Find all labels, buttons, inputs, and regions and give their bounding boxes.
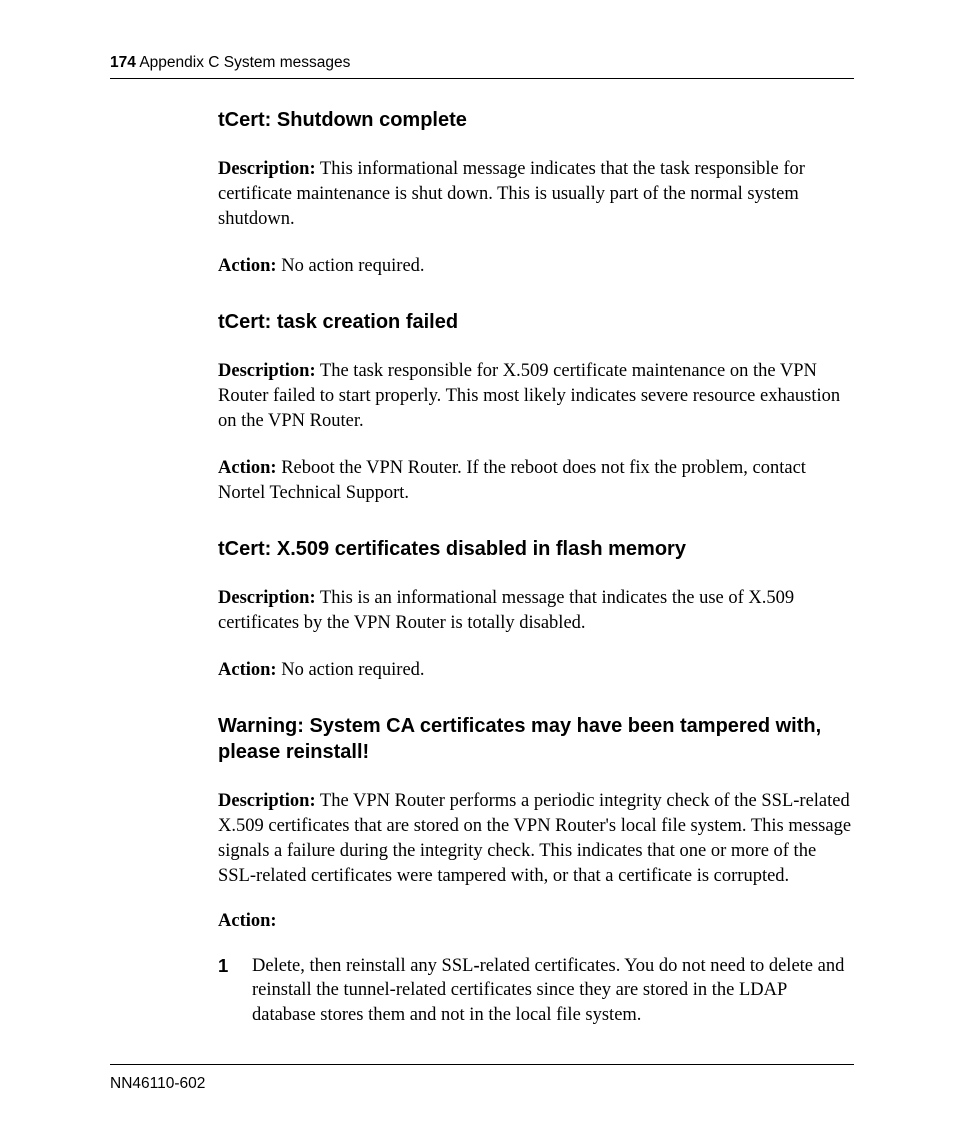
action-label: Action: bbox=[218, 256, 277, 276]
document-page: 174 Appendix C System messages tCert: Sh… bbox=[0, 0, 954, 1145]
action-step: 1 Delete, then reinstall any SSL-related… bbox=[218, 954, 854, 1029]
message-action: Action: Reboot the VPN Router. If the re… bbox=[218, 456, 854, 506]
message-action: Action: No action required. bbox=[218, 254, 854, 279]
description-label: Description: bbox=[218, 791, 316, 811]
message-description: Description: This informational message … bbox=[218, 157, 854, 232]
description-label: Description: bbox=[218, 588, 316, 608]
action-text: Reboot the VPN Router. If the reboot doe… bbox=[218, 458, 806, 503]
warning-title: Warning: System CA certificates may have… bbox=[218, 713, 854, 765]
message-title: tCert: Shutdown complete bbox=[218, 107, 854, 133]
step-text: Delete, then reinstall any SSL-related c… bbox=[252, 954, 854, 1029]
page-footer: NN46110-602 bbox=[110, 1064, 854, 1093]
message-title: tCert: task creation failed bbox=[218, 309, 854, 335]
action-text: No action required. bbox=[277, 256, 425, 276]
message-description: Description: This is an informational me… bbox=[218, 586, 854, 636]
action-label: Action: bbox=[218, 458, 277, 478]
action-heading: Action: bbox=[218, 911, 854, 932]
page-number: 174 bbox=[110, 54, 136, 71]
document-id: NN46110-602 bbox=[110, 1075, 205, 1092]
message-action: Action: No action required. bbox=[218, 658, 854, 683]
header-section-title: Appendix C System messages bbox=[139, 54, 350, 71]
message-title: tCert: X.509 certificates disabled in fl… bbox=[218, 536, 854, 562]
description-label: Description: bbox=[218, 159, 316, 179]
page-header: 174 Appendix C System messages bbox=[110, 54, 854, 79]
step-prefix: Delete, then reinstall any SSL bbox=[252, 956, 473, 976]
description-label: Description: bbox=[218, 361, 316, 381]
warning-description: Description: The VPN Router performs a p… bbox=[218, 789, 854, 889]
action-text: No action required. bbox=[277, 660, 425, 680]
action-label: Action: bbox=[218, 660, 277, 680]
message-description: Description: The task responsible for X.… bbox=[218, 359, 854, 434]
step-number: 1 bbox=[218, 954, 252, 1029]
page-content: tCert: Shutdown complete Description: Th… bbox=[218, 107, 854, 1028]
